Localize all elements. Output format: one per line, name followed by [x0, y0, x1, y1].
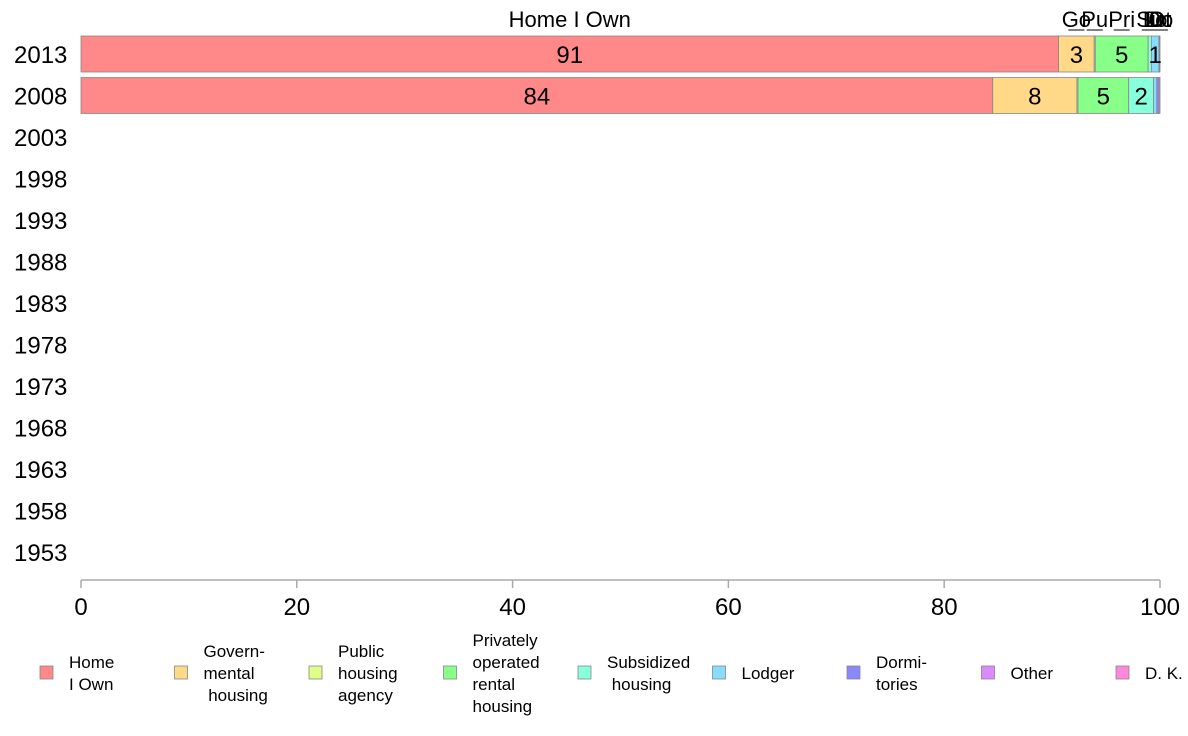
data-label-2013-3: 5	[1115, 42, 1128, 69]
legend: Home I Own Govern-mental housing Public hous…	[39, 631, 1183, 716]
data-label-2008-1: 8	[1028, 84, 1041, 111]
y-axis: 2013 2008 2003 1998 1993 1988 1983 1978 1973 1968…	[14, 42, 67, 567]
bar-segment-2013-7	[1159, 35, 1161, 73]
y-tick-label-1998: 1998	[14, 167, 67, 194]
legend-swatch-6	[846, 665, 861, 680]
top-label-1: Go	[1062, 7, 1091, 32]
top-label-8: D.	[1149, 7, 1171, 32]
bar-segment-2013-3	[1094, 35, 1149, 73]
legend-label-7: Other	[1011, 664, 1054, 683]
bars-group	[80, 35, 1161, 114]
x-tick-label-80: 80	[931, 594, 958, 621]
legend-swatch-4	[577, 665, 592, 680]
y-tick-label-1983: 1983	[14, 291, 67, 318]
legend-swatch-3	[443, 665, 457, 680]
bar-segment-2008-7	[1158, 77, 1161, 114]
y-tick-label-1978: 1978	[14, 333, 67, 360]
legend-label-4: Subsidized housing	[607, 653, 690, 694]
legend-label-5: Lodger	[742, 664, 795, 683]
y-tick-label-1993: 1993	[14, 208, 67, 235]
legend-swatch-7	[981, 665, 995, 680]
x-tick-label-0: 0	[74, 594, 87, 621]
x-tick-label-40: 40	[499, 594, 526, 621]
bar-segment-2013-0	[80, 35, 1059, 73]
legend-label-1: Govern-mental housing	[204, 642, 268, 705]
legend-label-8: D. K.	[1145, 664, 1183, 683]
legend-label-6: Dormi-tories	[876, 653, 927, 694]
x-tick-label-100: 100	[1140, 594, 1180, 621]
data-label-2008-0: 84	[524, 84, 551, 111]
legend-swatch-1	[174, 665, 188, 680]
y-tick-label-1963: 1963	[14, 457, 67, 484]
top-label-2: Pu	[1081, 7, 1108, 32]
bar-segment-2008-1	[992, 77, 1078, 114]
top-label-3: Pri	[1108, 7, 1135, 32]
y-tick-label-1988: 1988	[14, 250, 67, 277]
y-tick-label-1973: 1973	[14, 374, 67, 401]
y-tick-label-2013: 2013	[14, 42, 67, 69]
x-tick-label-60: 60	[715, 594, 742, 621]
bar-segment-2008-5	[1153, 77, 1158, 114]
y-tick-label-1958: 1958	[14, 499, 67, 526]
legend-swatch-0	[39, 665, 54, 680]
y-tick-label-1953: 1953	[14, 540, 67, 567]
data-label-2008-4: 2	[1134, 84, 1147, 111]
top-label-5: Lo	[1143, 7, 1167, 32]
bar-segment-2013-1	[1058, 35, 1095, 73]
legend-label-2: Public housing agency	[338, 642, 398, 705]
data-label-2013-1: 3	[1070, 42, 1083, 69]
legend-swatch-2	[308, 665, 323, 680]
segment-labels: 91 3 5 184 8 5 2	[524, 42, 1162, 111]
legend-swatch-5	[712, 665, 726, 680]
x-tick-label-20: 20	[283, 594, 310, 621]
data-label-2013-0: 91	[556, 42, 583, 69]
legend-label-0: Home I Own	[69, 653, 114, 694]
y-tick-label-2008: 2008	[14, 84, 67, 111]
legend-swatch-8	[1115, 665, 1130, 680]
bar-segment-2008-3	[1077, 77, 1130, 114]
legend-label-3: Privately operated rental housing	[473, 631, 540, 716]
top-label-6: Do	[1145, 7, 1173, 32]
top-label-4: Su	[1136, 7, 1163, 32]
top-label-7: Ot	[1148, 7, 1171, 32]
bar-segment-2008-0	[80, 77, 994, 114]
y-tick-label-1968: 1968	[14, 416, 67, 443]
top-label-0: Home I Own	[509, 7, 631, 32]
x-axis: 0 20 40 60 80 100	[74, 579, 1180, 621]
data-label-2008-3: 5	[1097, 84, 1110, 111]
data-label-2013-5: 1	[1148, 42, 1161, 69]
y-tick-label-2003: 2003	[14, 125, 67, 152]
